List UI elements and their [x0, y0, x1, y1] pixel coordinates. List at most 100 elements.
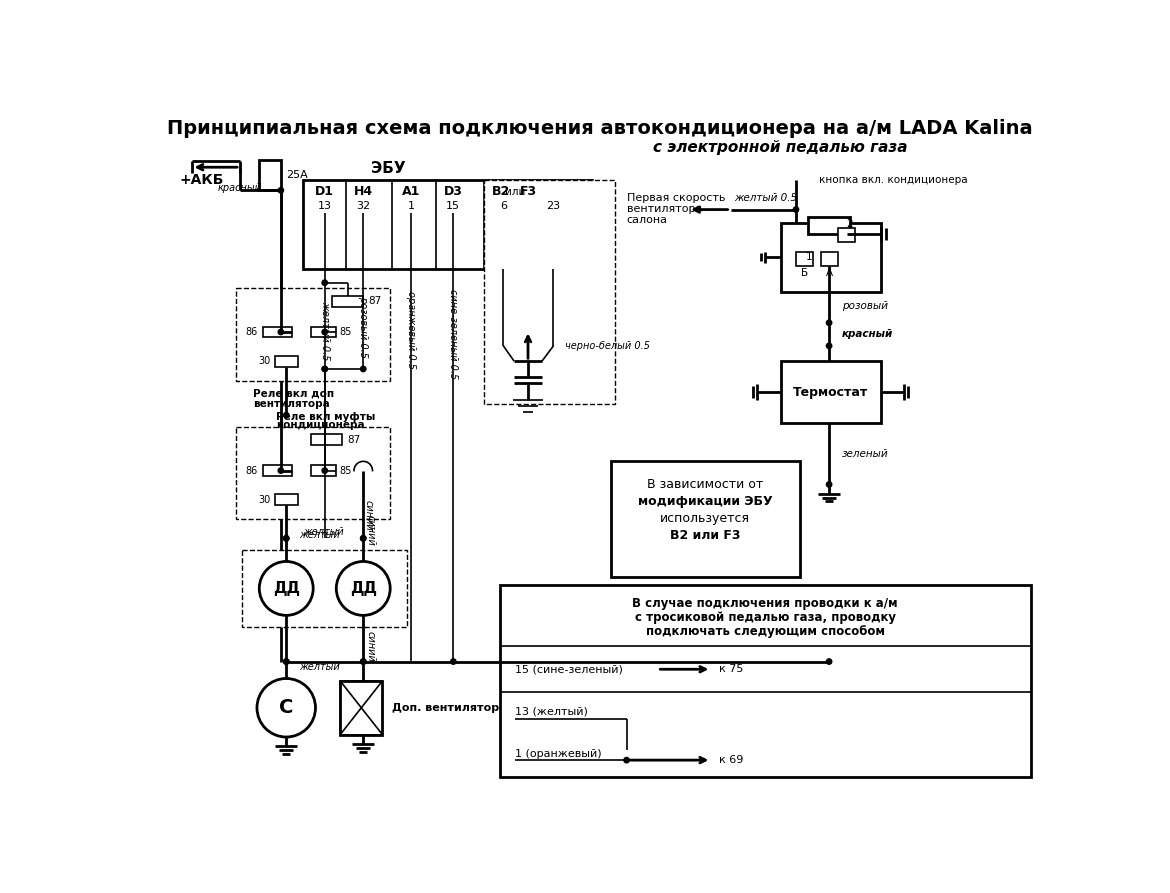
Text: с тросиковой педалью газа, проводку: с тросиковой педалью газа, проводку	[634, 611, 896, 624]
Text: В2 или F3: В2 или F3	[670, 529, 741, 542]
Bar	[275, 356, 298, 367]
Text: синий: синий	[365, 630, 376, 662]
Text: вентилятора: вентилятора	[627, 204, 702, 213]
Polygon shape	[340, 680, 350, 735]
Text: розовый 0.5: розовый 0.5	[358, 296, 369, 357]
Circle shape	[624, 757, 629, 763]
Bar	[260, 160, 281, 190]
Text: кнопка вкл. кондиционера: кнопка вкл. кондиционера	[819, 175, 968, 186]
Circle shape	[278, 468, 283, 473]
Circle shape	[826, 343, 832, 348]
Text: 1: 1	[407, 201, 414, 211]
Text: подключать следующим способом: подключать следующим способом	[646, 625, 885, 638]
Text: зеленый: зеленый	[842, 448, 889, 459]
Text: 86: 86	[246, 327, 257, 337]
Circle shape	[322, 366, 328, 371]
Circle shape	[826, 659, 832, 664]
Circle shape	[283, 536, 289, 541]
Text: В случае подключения проводки к а/м: В случае подключения проводки к а/м	[632, 597, 899, 610]
Bar	[236, 288, 390, 380]
Text: Реле вкл муфты: Реле вкл муфты	[276, 412, 376, 421]
Text: красный: красный	[842, 330, 894, 339]
Bar	[820, 252, 838, 266]
Text: F3: F3	[521, 186, 537, 198]
Text: желтый 0.5: желтый 0.5	[319, 301, 330, 360]
Circle shape	[278, 330, 283, 335]
Text: 32: 32	[356, 201, 370, 211]
Circle shape	[322, 280, 328, 286]
Text: желтый: желтый	[300, 530, 340, 539]
Text: желтый: желтый	[300, 662, 340, 672]
Text: ДД: ДД	[350, 581, 377, 596]
Text: 1: 1	[806, 253, 813, 263]
Circle shape	[283, 659, 289, 664]
Text: к 69: к 69	[720, 755, 743, 765]
Text: 30: 30	[257, 356, 270, 366]
Bar	[241, 550, 407, 627]
Bar	[311, 465, 336, 476]
Text: С: С	[280, 698, 294, 717]
Text: 1 (оранжевый): 1 (оранжевый)	[515, 749, 601, 759]
Text: 25A: 25A	[287, 170, 308, 179]
Bar	[311, 434, 342, 446]
Circle shape	[360, 366, 366, 371]
Circle shape	[826, 320, 832, 325]
Text: B2: B2	[491, 186, 510, 198]
Bar	[796, 252, 813, 266]
Bar	[275, 495, 298, 505]
Text: 2: 2	[847, 219, 853, 230]
Text: салона: салона	[627, 214, 668, 224]
Text: 15: 15	[446, 201, 460, 211]
Circle shape	[360, 536, 366, 541]
Text: ЭБУ: ЭБУ	[371, 162, 405, 176]
Bar	[484, 180, 615, 404]
Text: красный: красный	[218, 183, 262, 193]
Text: Принципиальная схема подключения автокондиционера на а/м LADA Kalina: Принципиальная схема подключения автокон…	[167, 120, 1032, 138]
Text: H4: H4	[353, 186, 373, 198]
Text: ДД: ДД	[273, 581, 300, 596]
Bar	[807, 217, 849, 234]
Polygon shape	[373, 680, 383, 735]
Circle shape	[360, 536, 366, 541]
Text: вентилятора: вентилятора	[253, 398, 330, 409]
Text: Доп. вентилятор: Доп. вентилятор	[392, 703, 498, 713]
Bar	[263, 327, 292, 338]
Bar	[332, 296, 363, 306]
Text: Первая скорость: Первая скорость	[627, 193, 725, 203]
Text: желтый 0.5: желтый 0.5	[735, 193, 798, 203]
Circle shape	[826, 481, 832, 488]
Circle shape	[283, 659, 289, 664]
Circle shape	[322, 468, 328, 473]
Bar	[780, 362, 881, 423]
Text: синий: синий	[365, 515, 376, 547]
Bar	[263, 465, 292, 476]
Text: D1: D1	[315, 186, 335, 198]
Text: 30: 30	[257, 495, 270, 505]
Text: используется: используется	[660, 512, 750, 525]
Text: черно-белый 0.5: черно-белый 0.5	[565, 341, 651, 351]
Text: с электронной педалью газа: с электронной педалью газа	[653, 139, 908, 154]
Bar	[839, 228, 855, 242]
Text: 15 (сине-зеленый): 15 (сине-зеленый)	[515, 664, 622, 674]
Circle shape	[322, 366, 328, 371]
Text: или: или	[505, 187, 525, 196]
Text: 87: 87	[369, 296, 381, 306]
Text: кондиционера: кондиционера	[276, 421, 365, 430]
Bar	[484, 180, 592, 269]
Text: В зависимости от: В зависимости от	[647, 478, 763, 491]
Text: к 75: к 75	[720, 664, 743, 674]
Circle shape	[322, 330, 328, 335]
Text: оранжевый 0.5: оранжевый 0.5	[406, 291, 417, 370]
Bar	[311, 327, 336, 338]
Text: D3: D3	[443, 186, 463, 198]
Circle shape	[360, 659, 366, 664]
Text: 85: 85	[339, 465, 352, 476]
Bar	[236, 427, 390, 519]
Bar	[780, 222, 881, 292]
Text: 86: 86	[246, 465, 257, 476]
Text: синий: синий	[364, 500, 373, 530]
Text: Термостат: Термостат	[793, 386, 868, 398]
Text: А: А	[826, 268, 833, 278]
Text: 13: 13	[318, 201, 332, 211]
Text: 87: 87	[347, 435, 360, 445]
